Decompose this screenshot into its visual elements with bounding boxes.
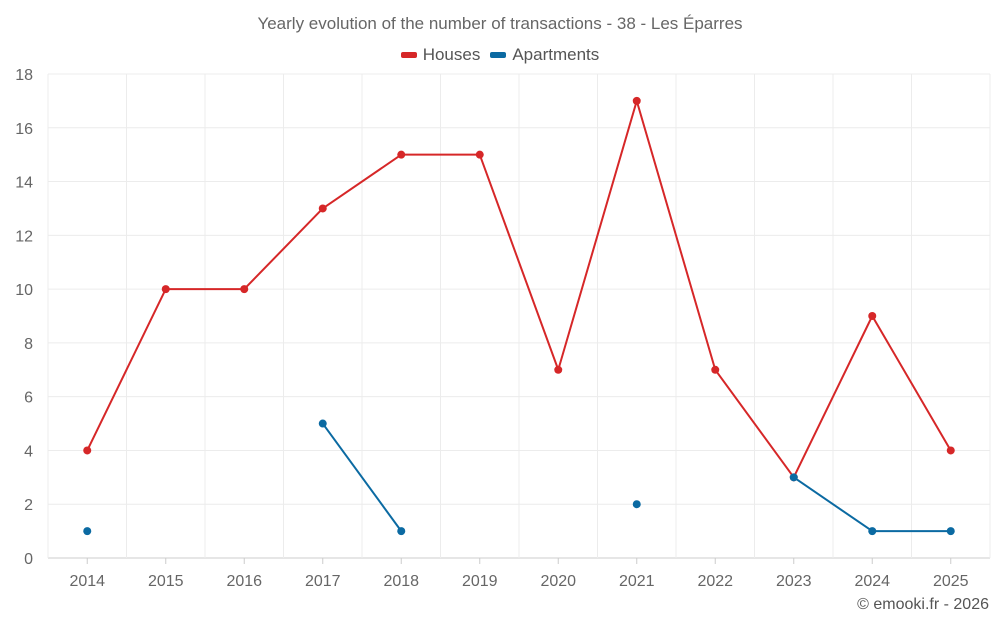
legend: Houses Apartments (0, 45, 1000, 65)
credit-text: © emooki.fr - 2026 (857, 596, 989, 613)
legend-swatch-houses (400, 52, 417, 58)
data-point-houses[interactable] (946, 446, 955, 455)
y-tick-label: 14 (15, 175, 33, 192)
x-tick-label: 2015 (148, 573, 184, 590)
data-point-apartments[interactable] (318, 419, 327, 428)
x-tick-label: 2019 (462, 573, 498, 590)
series-layer (83, 96, 955, 536)
x-tick-label: 2016 (226, 573, 262, 590)
data-point-apartments[interactable] (868, 527, 877, 536)
data-point-houses[interactable] (240, 285, 249, 294)
x-tick-label: 2025 (933, 573, 969, 590)
chart-title: Yearly evolution of the number of transa… (257, 14, 743, 33)
legend-label-apartments: Apartments (512, 45, 600, 64)
data-point-houses[interactable] (711, 365, 720, 374)
data-point-houses[interactable] (868, 312, 877, 320)
x-tick-label: 2014 (69, 573, 105, 590)
data-point-apartments[interactable] (632, 500, 641, 509)
x-tick-label: 2020 (540, 573, 576, 590)
legend-label-houses: Houses (422, 45, 481, 64)
grid-layer (47, 73, 991, 559)
y-tick-label: 12 (15, 228, 33, 245)
y-tick-label: 6 (24, 390, 33, 407)
y-tick-label: 2 (24, 497, 33, 514)
data-point-houses[interactable] (83, 446, 92, 455)
data-point-apartments[interactable] (789, 473, 798, 482)
y-tick-label: 10 (15, 282, 33, 299)
x-tick-label: 2022 (697, 573, 733, 590)
series-line-houses (86, 99, 952, 479)
legend-swatch-apartments (490, 52, 507, 58)
y-tick-label: 8 (24, 336, 33, 353)
y-tick-label: 0 (24, 551, 33, 568)
x-tick-label: 2021 (619, 573, 655, 590)
data-point-houses[interactable] (632, 96, 641, 105)
series-line-apartments (321, 422, 403, 532)
x-tick-label: 2023 (776, 573, 812, 590)
legend-item-apartments[interactable]: Apartments (490, 45, 599, 65)
x-tick-label: 2024 (854, 573, 890, 590)
y-tick-label: 18 (15, 67, 33, 84)
data-point-houses[interactable] (554, 365, 563, 374)
data-point-apartments[interactable] (83, 527, 92, 536)
data-point-houses[interactable] (475, 150, 484, 159)
data-point-apartments[interactable] (946, 527, 955, 536)
y-tick-label: 4 (24, 443, 33, 460)
x-tick-label: 2017 (305, 573, 341, 590)
x-tick-label: 2018 (383, 573, 419, 590)
data-point-houses[interactable] (397, 150, 406, 159)
y-tick-label: 16 (15, 121, 33, 138)
axis-layer: 0 2 4 6 8 10 12 14 16 18 2014 2015 2016 2017 2018 2019 2… (15, 67, 968, 590)
legend-item-houses[interactable]: Houses (400, 45, 481, 65)
data-point-houses[interactable] (318, 204, 327, 213)
data-point-houses[interactable] (161, 285, 170, 294)
data-point-apartments[interactable] (397, 527, 406, 536)
